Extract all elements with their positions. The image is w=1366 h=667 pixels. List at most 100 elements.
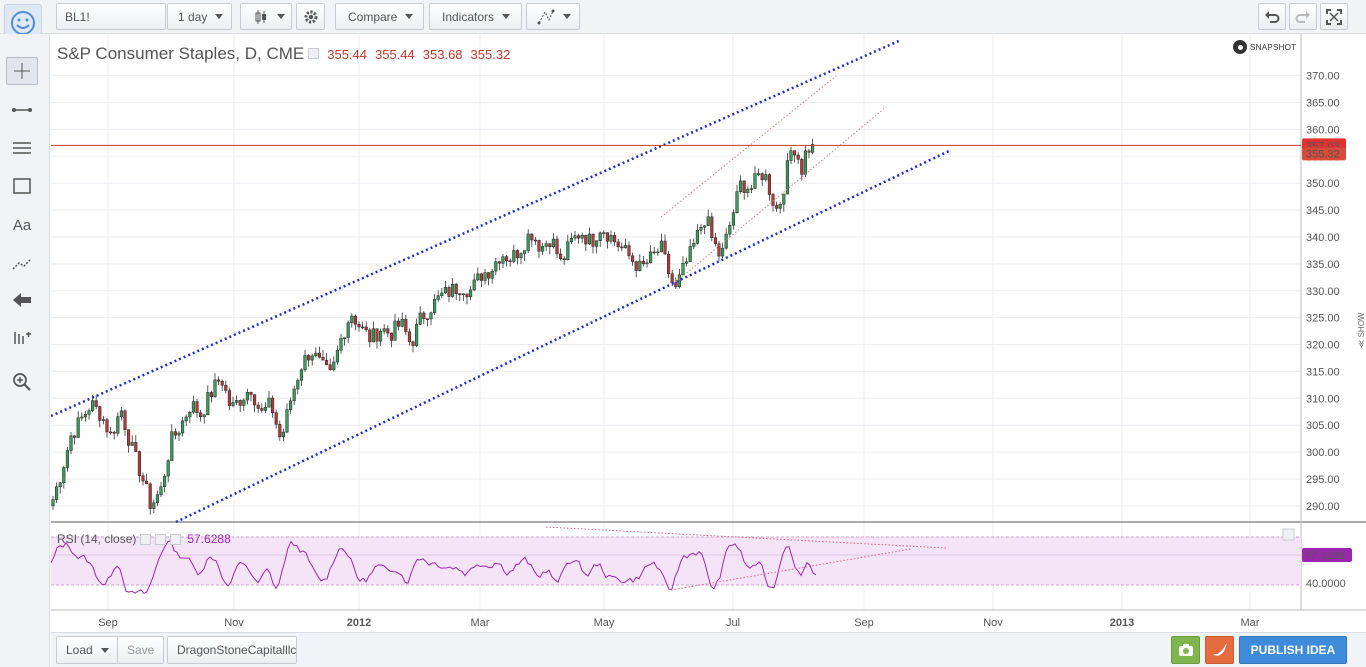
- candle-body: [706, 216, 710, 227]
- candle-body: [555, 238, 559, 255]
- y-tick-label: 370.00: [1306, 71, 1340, 83]
- rsi-badge-bg: [1302, 548, 1352, 562]
- candle-body: [645, 262, 649, 265]
- candle-body: [328, 364, 332, 370]
- trend-line-tool[interactable]: [6, 96, 38, 124]
- indicators-label: Indicators: [442, 9, 495, 24]
- high-value: 355.44: [375, 47, 415, 62]
- close-icon[interactable]: [170, 533, 182, 545]
- fib-tool[interactable]: [6, 324, 38, 352]
- save-button[interactable]: Save: [117, 636, 165, 664]
- compare-button[interactable]: Compare: [335, 3, 424, 30]
- candle-body: [674, 282, 678, 288]
- candle-body: [692, 243, 696, 247]
- y-tick-label: 330.00: [1306, 286, 1340, 298]
- text-tool-icon: Aa: [12, 216, 32, 234]
- channel-lower-line: [175, 148, 952, 524]
- candle-body: [782, 193, 786, 205]
- candle-body: [296, 380, 300, 390]
- candle-body: [530, 233, 534, 241]
- snapshot-button[interactable]: SNAPSHOT: [1233, 40, 1296, 54]
- chart-name-field[interactable]: DragonStoneCapitalllc: [167, 636, 297, 664]
- candle-body: [749, 188, 753, 190]
- candle-body: [209, 392, 213, 398]
- candle-body: [800, 159, 804, 175]
- chart-style-select[interactable]: [240, 3, 292, 30]
- candle-body: [94, 400, 98, 407]
- last-badge-text: 355.32: [1306, 148, 1340, 160]
- candle-body: [213, 379, 217, 398]
- candle-body: [515, 250, 519, 259]
- rectangle-tool[interactable]: [6, 172, 38, 200]
- fullscreen-button[interactable]: [1320, 3, 1348, 30]
- eye-icon[interactable]: [308, 48, 320, 59]
- candle-body: [699, 227, 703, 231]
- crosshair-tool[interactable]: [6, 57, 38, 85]
- parallel-lines-tool[interactable]: [6, 134, 38, 162]
- candle-body: [317, 352, 321, 358]
- twitter-button[interactable]: [1205, 636, 1234, 664]
- candle-body: [497, 261, 501, 264]
- candle-body: [461, 293, 465, 296]
- candle-body: [83, 414, 87, 418]
- symbol-input[interactable]: BL1!: [56, 3, 166, 30]
- candle-body: [411, 341, 415, 346]
- candle-body: [335, 350, 339, 363]
- redo-button[interactable]: [1289, 3, 1317, 30]
- rsi-badge-text: 57.6288: [1305, 550, 1345, 562]
- candle-body: [58, 482, 62, 488]
- indicators-button[interactable]: Indicators: [429, 3, 522, 30]
- settings-icon[interactable]: [155, 533, 167, 545]
- candle-body: [202, 414, 206, 417]
- candle-body: [404, 318, 408, 333]
- camera-button[interactable]: [1171, 636, 1200, 664]
- drawings-select[interactable]: [526, 3, 580, 30]
- load-button[interactable]: Load: [56, 636, 119, 664]
- candle-body: [487, 272, 491, 279]
- show-panel-tab[interactable]: ≪ SHOW: [1357, 300, 1366, 360]
- candle-body: [361, 326, 365, 329]
- open-value: 355.44: [327, 47, 367, 62]
- candle-body: [339, 337, 343, 351]
- chart-area[interactable]: 370.00365.00360.00355.00350.00345.00340.…: [51, 34, 1366, 634]
- candle-body: [688, 246, 692, 263]
- undo-button[interactable]: [1258, 3, 1286, 30]
- arrow-tool[interactable]: [6, 286, 38, 314]
- candle-body: [458, 293, 462, 295]
- rsi-trendline-upper: [545, 526, 947, 549]
- camera-icon: [1233, 40, 1247, 54]
- candle-body: [710, 216, 714, 239]
- zoom-tool[interactable]: [6, 368, 38, 396]
- publish-idea-button[interactable]: PUBLISH IDEA: [1239, 636, 1347, 664]
- candle-body: [263, 406, 267, 411]
- candle-body: [753, 173, 757, 189]
- candle-body: [415, 324, 419, 346]
- settings-button[interactable]: [296, 3, 325, 30]
- candle-body: [170, 431, 174, 461]
- candle-body: [127, 429, 131, 446]
- candle-body: [476, 273, 480, 281]
- candle-body: [670, 273, 674, 283]
- pattern-tool[interactable]: [6, 250, 38, 278]
- candle-body: [299, 369, 303, 381]
- eye-icon[interactable]: [140, 533, 152, 545]
- x-tick-label: Mar: [1241, 617, 1260, 629]
- x-tick-label: May: [594, 617, 615, 629]
- candle-body: [811, 144, 815, 153]
- candle-body: [289, 400, 293, 410]
- candle-body: [105, 419, 109, 433]
- candle-body: [91, 400, 95, 411]
- chart-legend: S&P Consumer Staples, D, CME 355.44 355.…: [57, 44, 510, 64]
- snapshot-label: SNAPSHOT: [1250, 42, 1297, 52]
- interval-select[interactable]: 1 day: [167, 3, 232, 30]
- y-tick-label: 345.00: [1306, 205, 1340, 217]
- candle-body: [717, 243, 721, 257]
- zigzag-icon: [12, 258, 32, 270]
- text-tool[interactable]: Aa: [6, 211, 38, 239]
- chart-canvas[interactable]: 370.00365.00360.00355.00350.00345.00340.…: [51, 34, 1366, 634]
- crosshair-icon: [14, 63, 30, 79]
- fullscreen-icon: [1326, 8, 1342, 25]
- x-tick-label: Jul: [726, 617, 740, 629]
- x-tick-label: Mar: [471, 617, 490, 629]
- candle-body: [677, 274, 681, 288]
